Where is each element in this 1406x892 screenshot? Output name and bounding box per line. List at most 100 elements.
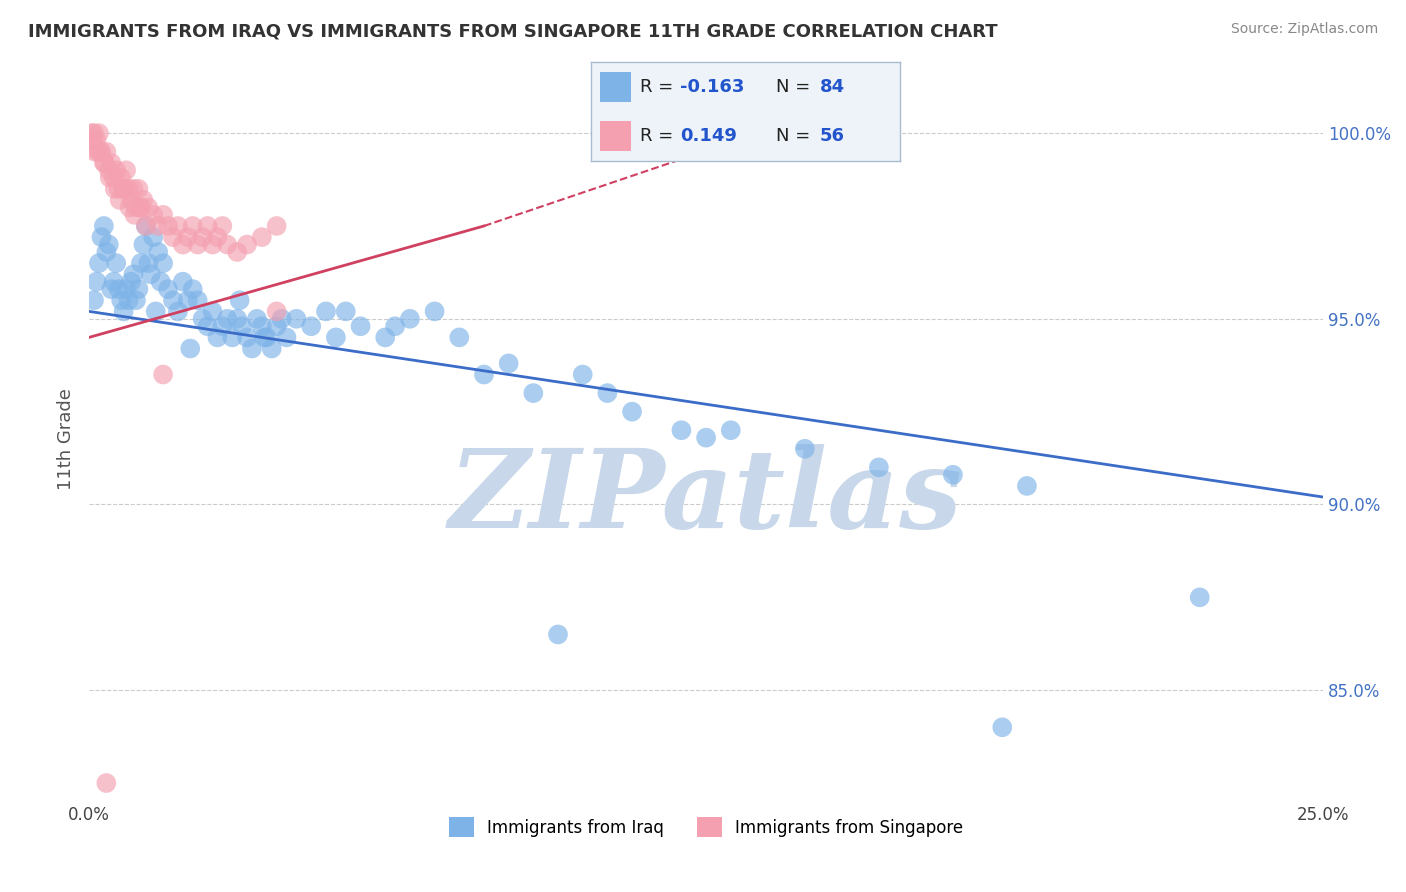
- Bar: [600, 121, 631, 151]
- Point: [136, 256, 159, 270]
- Point: [100, 282, 122, 296]
- Point: [374, 330, 396, 344]
- Point: [152, 368, 174, 382]
- Point: [250, 319, 273, 334]
- Point: [177, 293, 200, 308]
- Point: [1015, 479, 1038, 493]
- Point: [246, 311, 269, 326]
- Point: [167, 219, 190, 233]
- Point: [498, 356, 520, 370]
- Point: [399, 311, 422, 326]
- Point: [250, 230, 273, 244]
- Point: [547, 627, 569, 641]
- Point: [671, 423, 693, 437]
- Point: [152, 208, 174, 222]
- Point: [236, 330, 259, 344]
- Point: [105, 163, 128, 178]
- Point: [87, 256, 110, 270]
- Point: [868, 460, 890, 475]
- Point: [98, 170, 121, 185]
- Point: [177, 230, 200, 244]
- Point: [129, 201, 152, 215]
- Point: [97, 163, 120, 178]
- Point: [221, 330, 243, 344]
- Text: Source: ZipAtlas.com: Source: ZipAtlas.com: [1230, 22, 1378, 37]
- Point: [276, 330, 298, 344]
- Text: 84: 84: [820, 78, 845, 96]
- Point: [105, 256, 128, 270]
- Point: [285, 311, 308, 326]
- Point: [96, 145, 118, 159]
- Point: [128, 201, 150, 215]
- Bar: [600, 72, 631, 102]
- Text: 0.149: 0.149: [681, 127, 737, 145]
- Legend: Immigrants from Iraq, Immigrants from Singapore: Immigrants from Iraq, Immigrants from Si…: [441, 810, 970, 844]
- Text: 56: 56: [820, 127, 845, 145]
- Point: [335, 304, 357, 318]
- Point: [148, 244, 170, 259]
- Point: [472, 368, 495, 382]
- Text: R =: R =: [640, 78, 679, 96]
- Point: [135, 219, 157, 233]
- Point: [211, 319, 233, 334]
- Point: [103, 170, 125, 185]
- Point: [135, 219, 157, 233]
- Point: [110, 293, 132, 308]
- Text: N =: N =: [776, 78, 815, 96]
- Point: [120, 193, 142, 207]
- Text: N =: N =: [776, 127, 815, 145]
- Point: [152, 256, 174, 270]
- Point: [349, 319, 371, 334]
- Point: [122, 182, 145, 196]
- Point: [942, 467, 965, 482]
- Point: [384, 319, 406, 334]
- Point: [172, 237, 194, 252]
- Point: [197, 219, 219, 233]
- Point: [132, 237, 155, 252]
- Point: [423, 304, 446, 318]
- Point: [117, 293, 139, 308]
- Point: [240, 342, 263, 356]
- Point: [87, 145, 110, 159]
- Point: [181, 282, 204, 296]
- Point: [522, 386, 544, 401]
- Point: [991, 720, 1014, 734]
- Point: [270, 311, 292, 326]
- Point: [236, 237, 259, 252]
- Point: [266, 219, 288, 233]
- Point: [191, 230, 214, 244]
- Point: [191, 311, 214, 326]
- Point: [132, 193, 155, 207]
- Point: [96, 244, 118, 259]
- Point: [83, 126, 105, 140]
- Point: [449, 330, 471, 344]
- Point: [82, 134, 104, 148]
- Point: [103, 275, 125, 289]
- Point: [112, 304, 135, 318]
- Point: [122, 267, 145, 281]
- Point: [90, 145, 112, 159]
- Point: [110, 170, 132, 185]
- Point: [266, 319, 288, 334]
- Point: [201, 237, 224, 252]
- Point: [112, 182, 135, 196]
- Point: [181, 219, 204, 233]
- Point: [162, 230, 184, 244]
- Point: [266, 304, 288, 318]
- Point: [136, 201, 159, 215]
- Point: [84, 145, 107, 159]
- Point: [148, 219, 170, 233]
- Point: [157, 219, 180, 233]
- Point: [217, 237, 239, 252]
- Point: [315, 304, 337, 318]
- Point: [142, 230, 165, 244]
- Point: [90, 230, 112, 244]
- Point: [86, 134, 108, 148]
- Point: [256, 330, 278, 344]
- Point: [94, 156, 117, 170]
- Point: [187, 237, 209, 252]
- Point: [596, 386, 619, 401]
- Point: [162, 293, 184, 308]
- Point: [187, 293, 209, 308]
- Text: R =: R =: [640, 127, 679, 145]
